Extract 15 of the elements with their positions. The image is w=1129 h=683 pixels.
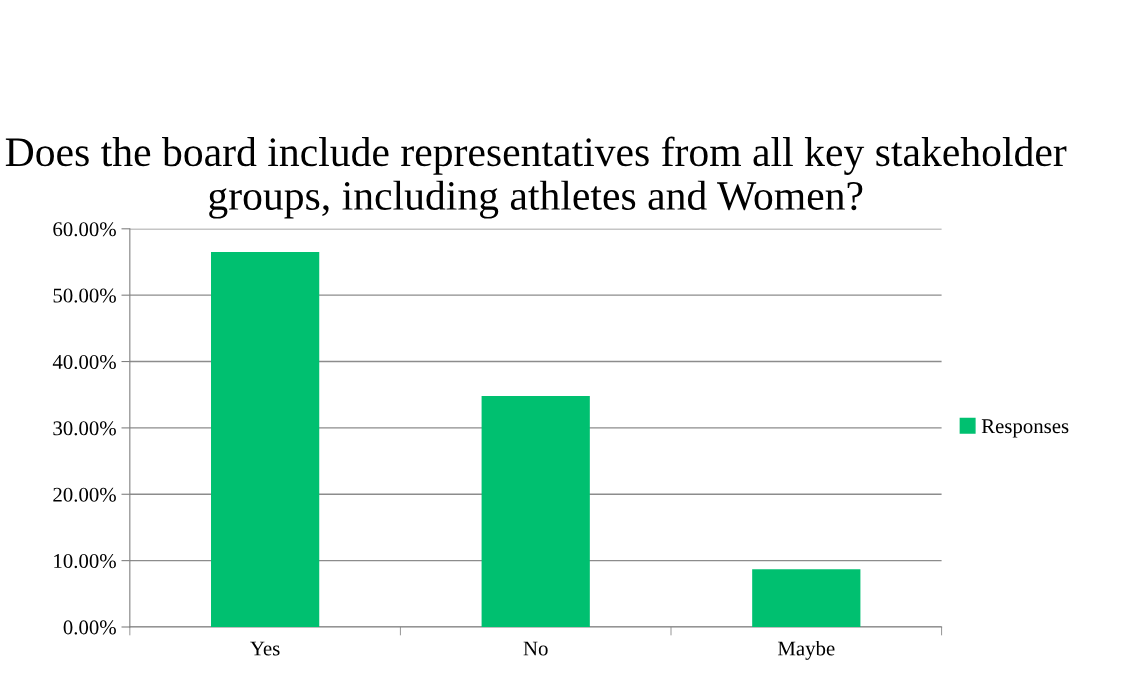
x-tick-label: No (523, 641, 548, 656)
x-tick-label: Maybe (777, 640, 835, 660)
y-tick-label: 10.00% (54, 554, 116, 569)
y-tick-label: 40.00% (52, 354, 116, 370)
bar (211, 252, 320, 627)
chart-title: Does the board include representatives from all key stakeholder groups, including athletes and Women? (5, 136, 1067, 219)
y-tick-label: 50.00% (53, 288, 116, 303)
legend-label: Responses (981, 419, 1069, 438)
y-tick-label: 20.00% (53, 487, 116, 502)
bar (481, 396, 590, 627)
y-tick-label: 0.00% (63, 620, 116, 635)
y-tick-label: 60.00% (53, 222, 116, 237)
y-tick-label: 30.00% (53, 421, 116, 436)
x-tick-label: Yes (250, 641, 280, 656)
bar (752, 569, 861, 627)
